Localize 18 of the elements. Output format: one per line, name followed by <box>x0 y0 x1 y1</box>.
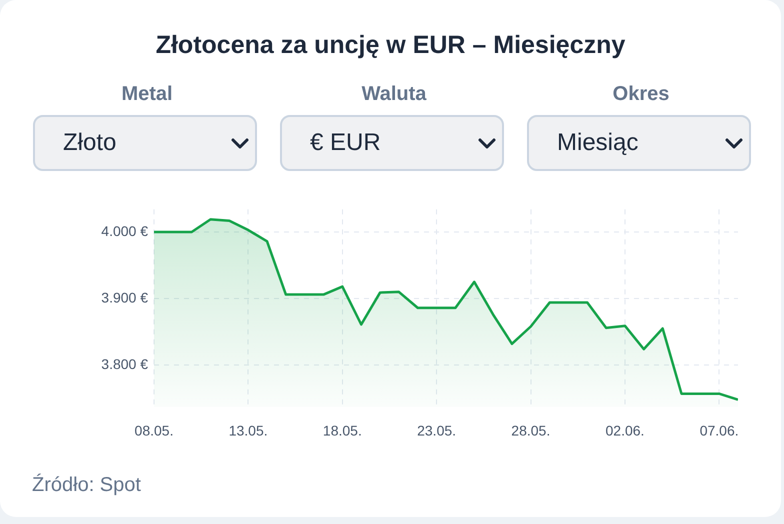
x-tick-label: 08.05. <box>134 422 174 438</box>
text: Miesiąc <box>557 128 638 158</box>
text: Metal <box>120 82 174 106</box>
x-tick-label: 13.05. <box>228 422 268 438</box>
x-tick-label: 07.06. <box>700 422 739 438</box>
text: Złoto <box>63 128 116 158</box>
text: € EUR <box>310 128 381 158</box>
x-tick-label: 02.06. <box>606 422 644 438</box>
y-tick-label: 4.000 € <box>101 222 148 239</box>
y-tick-label: 3.800 € <box>101 356 148 372</box>
chart-title: Złotocena za uncję w EUR – Miesięczny <box>154 30 626 60</box>
text: Okres <box>612 82 670 106</box>
x-tick-label: 18.05. <box>322 422 362 438</box>
text: Źródło: Spot <box>32 472 141 498</box>
x-tick-label: 28.05. <box>511 422 550 438</box>
y-tick-label: 3.900 € <box>101 289 148 306</box>
x-tick-label: 23.05. <box>417 422 456 438</box>
text: Waluta <box>360 82 428 106</box>
